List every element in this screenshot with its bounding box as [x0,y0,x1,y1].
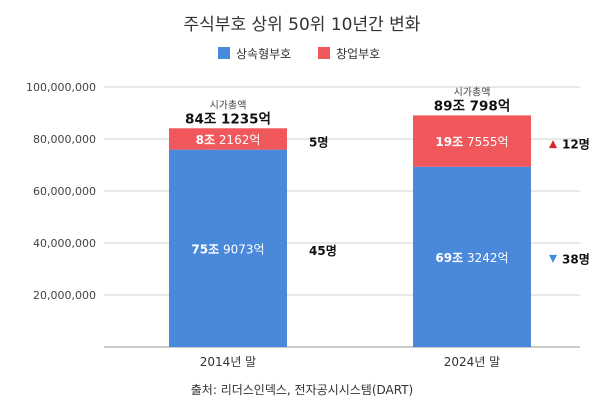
bar-founder [413,115,531,167]
x-category-label: 2024년 말 [444,355,500,369]
total-caption: 시가총액 [210,99,247,111]
total-value: 89조 798억 [434,98,511,114]
people-count-inherited: 45명 [309,244,337,258]
bar-inherited [413,166,531,347]
total-caption: 시가총액 [454,86,491,98]
total-value: 84조 1235억 [185,111,271,127]
y-tick-label: 40,000,000 [33,237,96,250]
y-tick-label: 20,000,000 [33,289,96,302]
y-tick-label: 80,000,000 [33,133,96,146]
bar-founder [169,128,287,150]
bar-inherited [169,149,287,347]
legend-swatch-inherited [218,47,230,59]
people-count-founder: 12명 [562,138,590,152]
people-count-inherited: 38명 [562,252,590,266]
legend-label-inherited: 상속형부호 [236,47,291,61]
y-tick-label: 60,000,000 [33,185,96,198]
legend-label-founder: 창업부호 [336,47,380,61]
x-axis: 2014년 말 2024년 말 [200,355,500,369]
people-count-founder: 5명 [309,135,328,149]
segment-label-inherited: 75조 9073억 [191,242,264,256]
legend: 상속형부호 창업부호 [218,47,380,61]
segment-label-founder: 19조 7555억 [435,135,508,149]
triangle-down-icon [549,254,557,263]
x-category-label: 2014년 말 [200,355,256,369]
segment-label-founder: 8조 2162억 [196,133,261,147]
source-note: 출처: 리더스인덱스, 전자공시시스템(DART) [191,383,413,397]
y-tick-label: 100,000,000 [26,81,96,94]
triangle-up-icon [549,140,557,149]
legend-swatch-founder [318,47,330,59]
bars [169,115,531,347]
chart-title: 주식부호 상위 50위 10년간 변화 [184,15,421,35]
segment-label-inherited: 69조 3242억 [435,251,508,265]
